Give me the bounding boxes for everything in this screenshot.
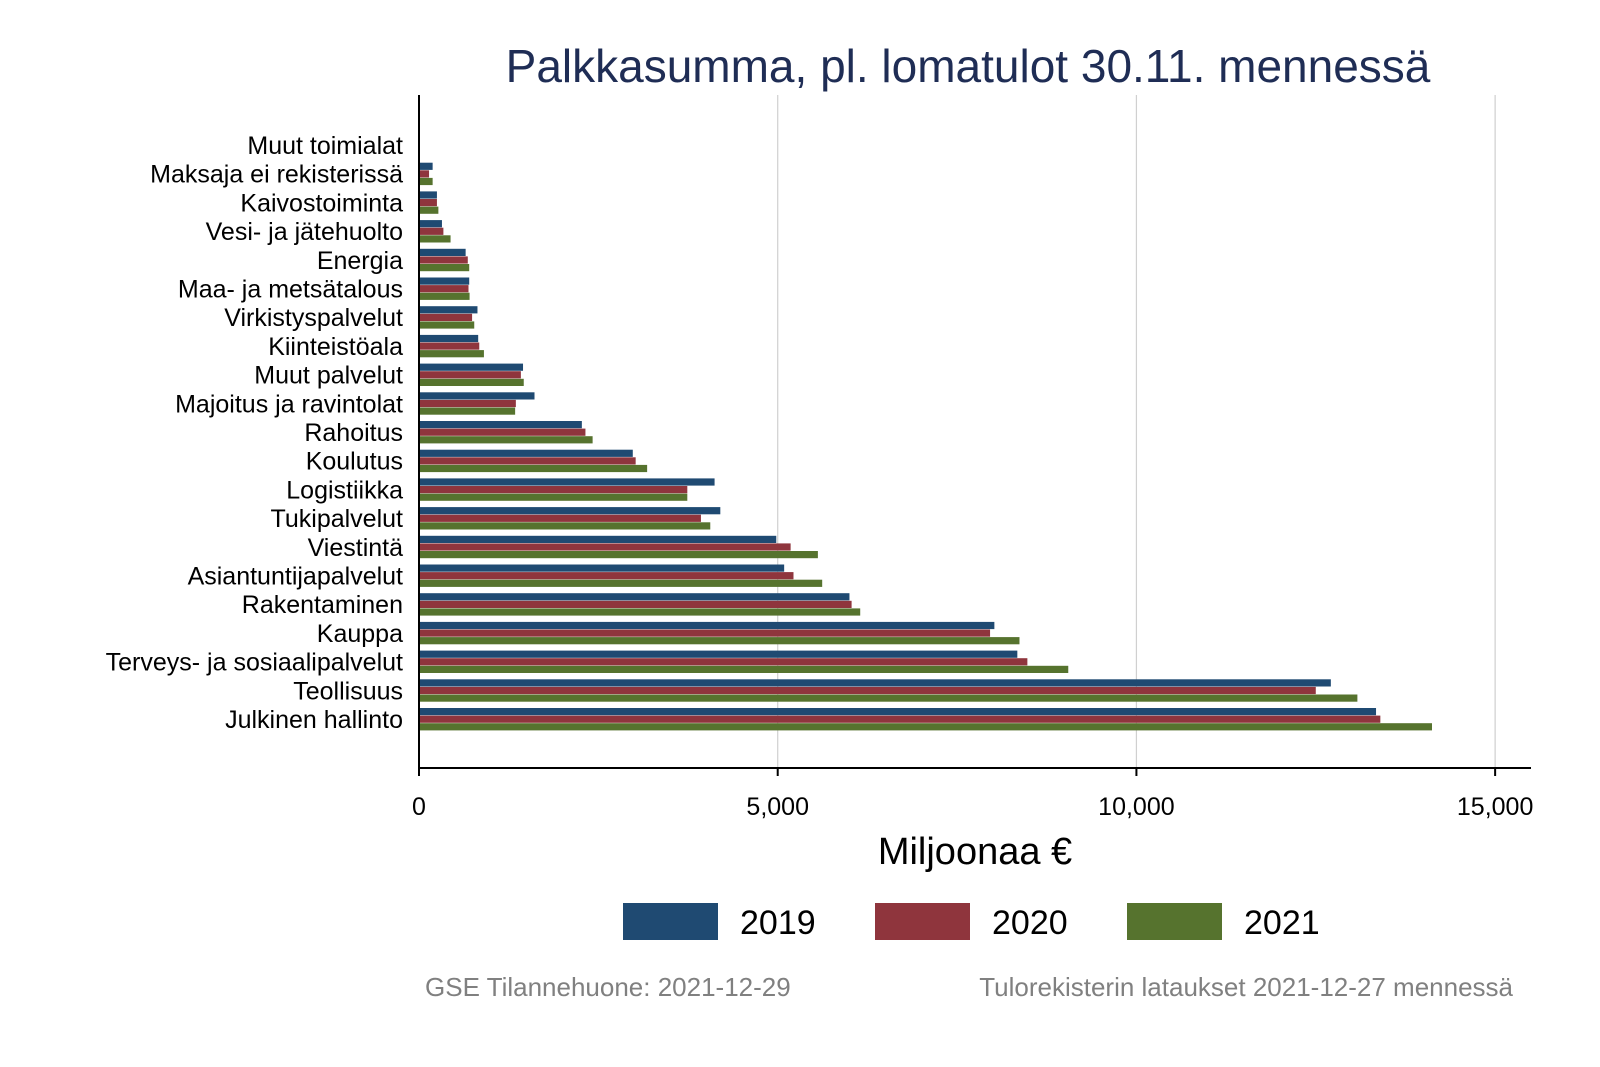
bar-2021 [419,350,484,358]
y-tick-label: Kauppa [317,620,403,648]
bar-2019 [419,650,1018,658]
bar-2021 [419,522,711,530]
bar-2019 [419,507,721,515]
y-tick-label: Teollisuus [293,677,403,705]
bar-2020 [419,285,469,293]
bar-2021 [419,177,433,186]
bar-2021 [419,378,524,386]
bar-2019 [419,535,777,543]
footer-note: Tulorekisterin lataukset 2021-12-27 menn… [979,972,1513,1002]
y-tick-label: Virkistyspalvelut [224,304,403,332]
y-tick-label: Maa- ja metsätalous [178,276,403,304]
y-tick-label: Maksaja ei rekisterissä [150,161,403,189]
x-tick-label: 15,000 [1457,793,1533,821]
bar-2021 [419,551,818,559]
legend-swatch-2020 [875,903,970,940]
y-tick-label: Tukipalvelut [271,505,404,533]
bar-2020 [419,600,852,608]
bar-2021 [419,321,475,329]
bar-2021 [419,579,823,587]
legend-label-2020: 2020 [992,904,1068,942]
bar-2019 [419,593,850,601]
bar-2019 [419,679,1331,687]
y-tick-label: Koulutus [306,448,403,476]
bar-2019 [419,306,478,314]
bar-2021 [419,206,439,214]
bar-2019 [419,363,524,371]
y-tick-label: Viestintä [308,534,404,562]
bar-2019 [419,478,715,486]
bar-2019 [419,334,479,343]
y-tick-label: Majoitus ja ravintolat [175,390,403,418]
bar-2020 [419,342,480,350]
bar-2020 [419,572,794,580]
bar-2019 [419,392,535,400]
bar-2020 [419,543,791,551]
bar-2019 [419,220,442,228]
bar-2021 [419,723,1432,731]
x-tick-label: 10,000 [1098,793,1174,821]
y-tick-label: Terveys- ja sosiaalipalvelut [106,649,403,677]
bar-2019 [419,162,433,170]
bar-2021 [419,608,861,616]
bar-2020 [419,399,516,408]
bar-2020 [419,170,430,178]
y-tick-label: Asiantuntijapalvelut [188,563,403,591]
bar-2019 [419,564,785,572]
bar-2019 [419,621,995,630]
legend-label-2019: 2019 [740,904,816,942]
bar-2019 [419,421,582,429]
y-tick-label: Rahoitus [304,419,403,447]
footer-source: GSE Tilannehuone: 2021-12-29 [425,972,791,1002]
bar-2020 [419,629,991,637]
y-tick-label: Rakentaminen [242,591,403,619]
y-tick-label: Logistiikka [286,476,403,504]
bar-2021 [419,292,470,300]
y-tick-label: Energia [317,247,403,275]
y-tick-label: Muut toimialat [247,132,403,160]
bar-2020 [419,686,1316,695]
bar-2021 [419,407,516,415]
y-tick-label: Muut palvelut [254,362,403,390]
bar-2019 [419,248,466,256]
x-tick-label: 0 [412,793,426,821]
bar-2020 [419,715,1381,723]
bar-2021 [419,493,688,501]
bar-2019 [419,708,1377,716]
y-tick-label: Vesi- ja jätehuolto [206,218,403,246]
y-tick-label: Kiinteistöala [268,333,403,361]
bar-2020 [419,514,701,522]
bar-2021 [419,235,451,243]
bar-2020 [419,371,521,379]
legend-swatch-2021 [1127,903,1222,940]
legend-swatch-2019 [623,903,718,940]
bar-2021 [419,665,1069,673]
bar-2020 [419,256,468,264]
bar-2021 [419,264,470,272]
bar-2020 [419,227,444,235]
y-tick-label: Kaivostoiminta [240,189,403,217]
bar-2019 [419,449,633,457]
legend-label-2021: 2021 [1244,904,1320,942]
bar-2019 [419,277,470,285]
bar-2021 [419,436,593,444]
bar-2020 [419,658,1028,666]
bar-2020 [419,313,473,321]
bar-2021 [419,694,1358,702]
x-tick-label: 5,000 [746,793,809,821]
x-axis-label: Miljoonaa € [878,831,1072,873]
bar-2020 [419,199,437,207]
bar-2021 [419,464,648,473]
bar-2020 [419,428,586,436]
bar-2020 [419,486,688,494]
bar-2021 [419,637,1020,645]
chart-title: Palkkasumma, pl. lomatulot 30.11. mennes… [506,40,1431,92]
bar-2019 [419,191,437,199]
bar-2020 [419,457,636,465]
y-tick-label: Julkinen hallinto [225,706,403,734]
